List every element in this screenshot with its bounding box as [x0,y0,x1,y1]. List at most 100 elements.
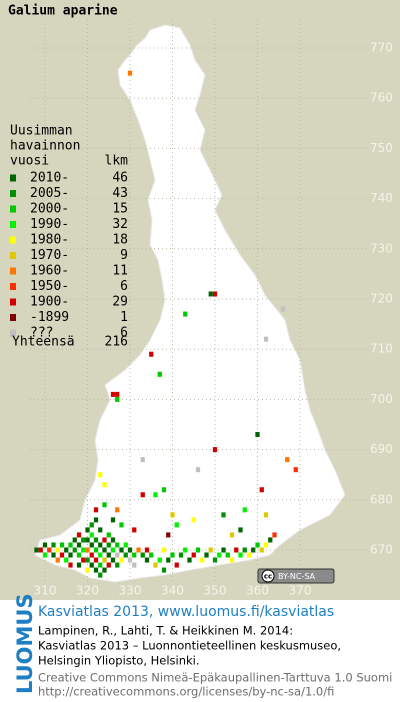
record-square [200,557,205,563]
record-square [268,537,273,543]
squares [34,70,298,578]
record-square [89,542,94,548]
record-square [170,512,175,518]
citation-line: Kasviatlas 2013 – Luonnontieteellinen ke… [38,639,341,653]
x-tick-label: 330 [119,584,142,598]
y-tick-label: 700 [370,392,393,406]
record-square [242,507,247,513]
record-square [81,557,86,563]
record-square [161,547,167,553]
badge-text: BY-NC-SA [278,572,316,581]
legend-count: 43 [112,186,128,201]
legend-swatch [10,236,16,244]
record-square [229,532,235,538]
record-square [127,547,133,553]
legend-count: 11 [112,264,128,279]
x-tick-label: 360 [246,584,269,598]
y-tick-label: 740 [370,191,393,205]
y-tick-label: 730 [370,241,393,255]
record-square [106,552,111,558]
x-tick-label: 320 [76,584,99,598]
record-square [115,552,120,558]
record-square [238,527,243,533]
record-square [59,552,65,558]
record-square [255,432,260,438]
legend-count: 46 [112,171,128,186]
record-square [136,547,141,553]
record-square [64,547,69,553]
record-square [55,547,60,553]
record-square [72,537,77,543]
record-square [208,291,213,297]
record-square [149,552,154,558]
legend-header: vuosi [10,154,49,169]
legend-header: Uusimman [10,124,73,139]
record-square [119,547,124,553]
record-square [144,547,150,553]
license-badge: cc BY-NC-SA [257,568,335,584]
record-square [98,562,103,568]
record-square [140,457,145,463]
record-square [98,542,103,548]
license-line: http://creativecommons.org/licenses/by-n… [38,685,334,699]
legend-swatch [10,174,16,182]
record-square [98,527,103,533]
record-square [238,552,243,558]
finland-outline [34,24,346,583]
y-tick-label: 750 [370,141,393,155]
record-square [93,567,99,573]
x-tick-label: 310 [34,584,57,598]
legend-count: 1 [120,310,128,325]
record-square [144,557,150,563]
record-square [85,557,90,563]
record-square [174,522,179,528]
legend-swatch [10,267,16,275]
record-square [64,557,69,563]
record-square [110,557,116,563]
footer-background [0,600,400,702]
record-square [81,537,86,543]
record-square [191,517,196,523]
legend-label: 1970- [30,248,69,263]
legend-count: 18 [112,233,128,248]
x-tick-label: 370 [289,584,312,598]
record-square [208,547,213,553]
legend-count: 6 [120,326,128,341]
record-square [93,517,99,523]
record-square [89,522,94,528]
brand: LUOMUS [13,593,37,694]
record-square [263,336,269,342]
record-square [93,547,99,553]
record-square [42,542,48,548]
badge-box [257,568,335,584]
legend-label: 2005- [30,186,69,201]
species-title: Galium aparine [8,4,118,19]
legend-label: ??? [30,326,53,341]
record-square [157,371,162,377]
record-square [47,547,52,553]
record-square [204,552,209,558]
record-square [119,522,124,528]
record-square [212,447,218,453]
record-square [110,517,116,523]
record-square [153,492,158,498]
legend-total-label: Yhteensä [12,335,75,350]
record-square [212,291,218,297]
badge-circle [261,569,275,583]
record-square [123,542,128,548]
record-square [115,507,120,513]
record-square [140,552,145,558]
record-square [102,557,107,563]
record-square [68,562,73,568]
legend-swatch [10,298,16,306]
record-square [212,557,218,563]
record-square [259,487,264,493]
y-tick-label: 770 [370,41,393,55]
legend-swatch [10,221,16,228]
record-square [76,542,82,548]
record-square [106,562,111,568]
x-tick-label: 340 [161,584,184,598]
legend-total: 216 [105,335,128,350]
legend-swatch [10,190,16,197]
